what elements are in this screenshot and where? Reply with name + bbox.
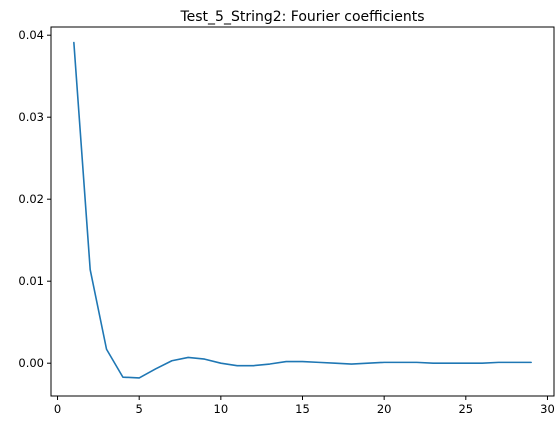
series-line-0 <box>73 41 532 379</box>
x-tick-label: 15 <box>295 402 310 416</box>
plot-layer <box>73 41 532 379</box>
x-tick-label: 10 <box>214 402 229 416</box>
y-tick-label: 0.04 <box>18 28 44 42</box>
y-axis: 0.00 0.01 0.02 0.03 0.04 <box>18 28 51 370</box>
x-tick-label: 5 <box>136 402 143 416</box>
x-tick-label: 25 <box>458 402 473 416</box>
x-axis: 0 5 10 15 20 25 30 <box>54 396 555 416</box>
y-tick-label: 0.00 <box>18 356 44 370</box>
y-tick-label: 0.02 <box>18 192 44 206</box>
y-tick-label: 0.01 <box>18 274 44 288</box>
chart-title: Test_5_String2: Fourier coefficients <box>179 9 424 25</box>
x-tick-label: 0 <box>54 402 61 416</box>
plot-area-frame <box>50 26 555 397</box>
x-tick-label: 30 <box>540 402 555 416</box>
y-tick-label: 0.03 <box>18 110 44 124</box>
x-tick-label: 20 <box>377 402 392 416</box>
